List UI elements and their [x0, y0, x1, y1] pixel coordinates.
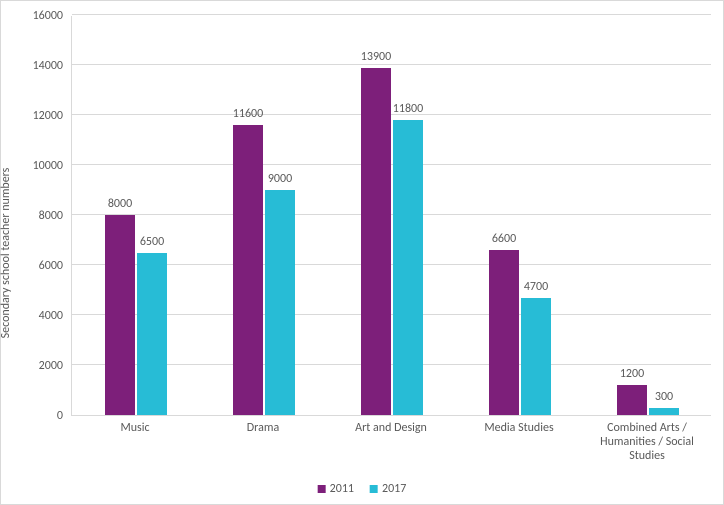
gridline — [72, 14, 711, 15]
bar-2011 — [105, 215, 135, 415]
bar-2017 — [393, 120, 423, 415]
legend: 2011 2017 — [318, 482, 407, 496]
y-tick-label: 14000 — [13, 59, 63, 73]
y-tick-label: 0 — [13, 409, 63, 423]
legend-item-2017: 2017 — [370, 482, 406, 496]
x-tick-label: Combined Arts / Humanities / Social Stud… — [586, 421, 708, 463]
data-label: 11600 — [233, 107, 263, 121]
teacher-numbers-chart: Secondary school teacher numbers 8000650… — [0, 0, 724, 505]
legend-swatch — [318, 485, 326, 493]
y-tick-label: 12000 — [13, 109, 63, 123]
data-label: 8000 — [108, 197, 132, 211]
data-label: 6600 — [492, 232, 516, 246]
data-label: 6500 — [140, 235, 164, 249]
x-tick-label: Music — [74, 421, 196, 435]
y-tick-label: 4000 — [13, 309, 63, 323]
bar-2011 — [233, 125, 263, 415]
data-label: 1200 — [620, 367, 644, 381]
gridline — [72, 214, 711, 215]
data-label: 9000 — [268, 172, 292, 186]
bar-2011 — [361, 68, 391, 416]
plot-area: 8000 6500 11600 9000 13900 11800 6600 4700 1200 3… — [71, 16, 711, 416]
legend-swatch — [370, 485, 378, 493]
bar-2017 — [137, 253, 167, 416]
y-tick-label: 8000 — [13, 209, 63, 223]
bar-2017 — [521, 298, 551, 416]
bar-2017 — [649, 408, 679, 416]
bar-2011 — [489, 250, 519, 415]
gridline — [72, 264, 711, 265]
y-tick-label: 16000 — [13, 9, 63, 23]
y-tick-label: 10000 — [13, 159, 63, 173]
legend-label: 2017 — [382, 482, 406, 496]
x-tick-label: Drama — [202, 421, 324, 435]
gridline — [72, 314, 711, 315]
x-tick-label: Media Studies — [458, 421, 580, 435]
y-tick-label: 6000 — [13, 259, 63, 273]
gridline — [72, 164, 711, 165]
data-label: 13900 — [361, 50, 391, 64]
gridline — [72, 114, 711, 115]
y-tick-label: 2000 — [13, 359, 63, 373]
bar-2011 — [617, 385, 647, 415]
bar-2017 — [265, 190, 295, 415]
legend-label: 2011 — [330, 482, 354, 496]
data-label: 11800 — [393, 102, 423, 116]
x-tick-label: Art and Design — [330, 421, 452, 435]
data-label: 4700 — [524, 280, 548, 294]
legend-item-2011: 2011 — [318, 482, 354, 496]
data-label: 300 — [655, 390, 673, 404]
gridline — [72, 364, 711, 365]
gridline — [72, 64, 711, 65]
